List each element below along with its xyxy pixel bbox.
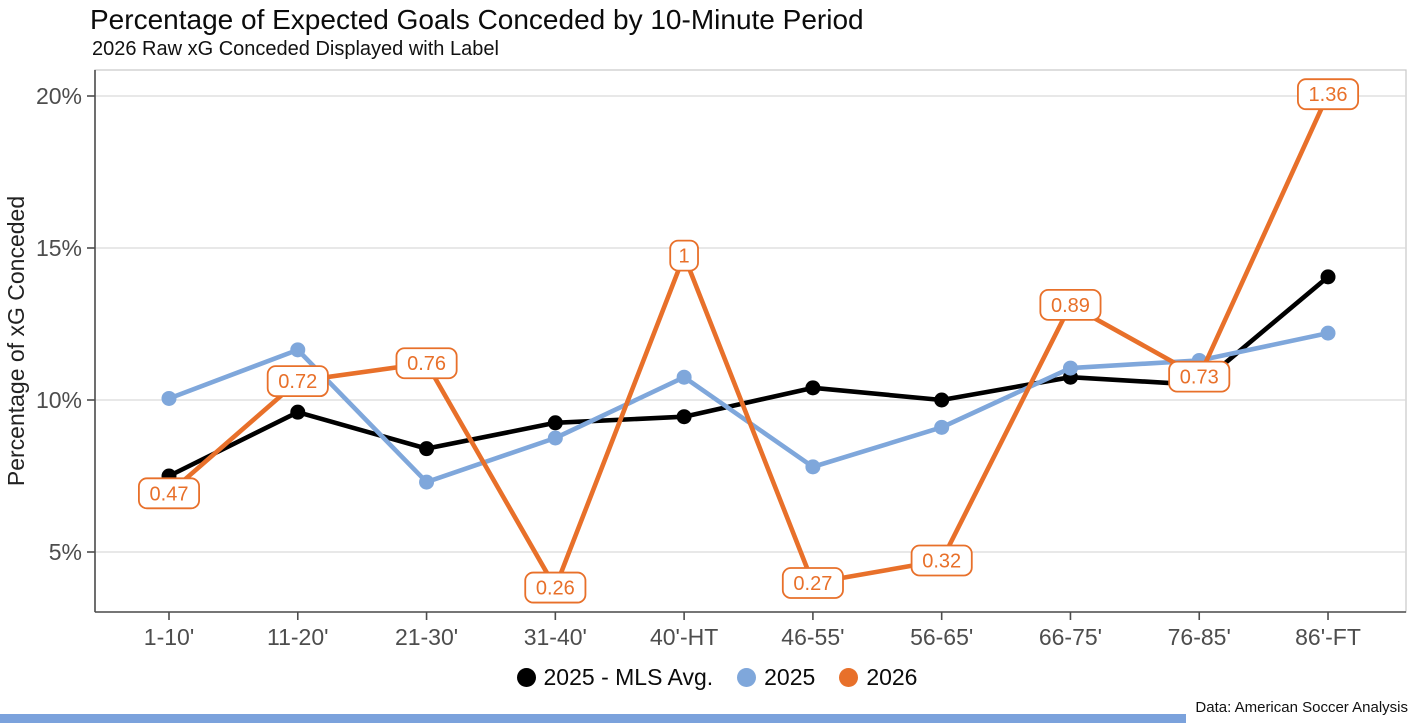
legend-marker-2026-icon [839,667,859,687]
y-tick-label: 15% [36,235,82,261]
legend-label-2025: 2025 [764,663,816,690]
data-point [161,390,177,406]
x-tick-label: 66-75' [1039,624,1102,650]
data-point [547,430,563,446]
data-point [805,459,821,475]
data-label-box [524,571,587,604]
data-point [1320,269,1336,285]
data-label-box [669,239,699,272]
legend-marker-2025-icon [737,667,757,687]
data-label: 1.36 [1309,84,1348,106]
x-tick-label: 56-65' [910,624,973,650]
legend: 2025 - MLS Avg. 2025 2026 [20,661,1414,693]
legend-item-2026: 2026 [839,664,917,691]
data-point [805,380,821,396]
data-point [1320,325,1336,341]
data-label-box [781,567,844,599]
x-tick-label: 40'-HT [650,624,718,650]
series-line-2026 [166,91,1331,590]
data-point [676,369,692,385]
y-tick-labels: 5% 10% 15% 20% [36,83,82,565]
data-point [547,415,563,431]
y-tick-label: 10% [36,387,82,413]
legend-label-2026: 2026 [866,663,918,690]
x-tick-labels: 1-10' 11-20' 21-30' 31-40' 40'-HT 46-55' 56-65… [144,624,1361,650]
bottom-edge-bar [0,714,1186,723]
data-label-box [1297,78,1360,111]
x-tick-label: 46-55' [781,624,844,650]
data-point [419,474,435,490]
data-label: 0.26 [536,578,575,600]
y-axis-title: Percentage of xG Conceded [3,196,29,486]
data-label: 1 [679,246,690,268]
plot-area [94,69,1407,613]
data-label-box [137,477,200,510]
x-tick-label: 31-40' [524,624,587,650]
chart-title: Percentage of Expected Goals Conceded by… [90,4,864,35]
legend-item-2025-mls-avg: 2025 - MLS Avg. [516,663,714,691]
x-tick-label: 11-20' [267,624,329,650]
data-label-box [395,347,458,380]
data-label: 0.27 [793,573,832,595]
data-label-box [266,365,329,398]
legend-marker-2025-mls-avg-icon [516,667,536,687]
data-label: 0.73 [1180,367,1219,389]
data-label: 0.32 [922,551,961,573]
data-source-caption: Data: American Soccer Analysis [1195,699,1408,716]
data-point [934,419,950,435]
data-point [419,441,435,457]
data-label: 0.72 [278,371,317,393]
data-point [290,342,306,358]
x-tick-label: 21-30' [395,624,458,650]
x-tick-label: 76-85' [1168,624,1231,650]
legend-item-2025: 2025 [737,664,815,691]
axis-ticks [87,95,1329,620]
data-point [290,404,306,420]
x-tick-label: 86'-FT [1295,624,1361,650]
data-label: 0.76 [407,353,446,375]
y-tick-label: 20% [36,83,82,109]
series-line-2025-mls-avg- [166,274,1331,479]
data-label: 0.89 [1051,295,1090,317]
data-point [934,392,950,408]
y-tick-label: 5% [49,539,82,565]
data-label-box [1039,288,1102,321]
data-labels: 0.47 0.72 0.76 0.26 1 0.27 0.32 0.89 0.73 1.36 [137,78,1360,604]
x-tick-label: 1-10' [144,624,194,650]
data-label: 0.47 [150,483,189,505]
chart-subtitle: 2026 Raw xG Conceded Displayed with Labe… [92,38,499,60]
data-point [1062,360,1078,376]
data-point [676,409,692,425]
data-label-box [1168,360,1231,393]
legend-label-2025-mls-avg: 2025 - MLS Avg. [543,663,714,690]
data-label-box [910,544,973,577]
